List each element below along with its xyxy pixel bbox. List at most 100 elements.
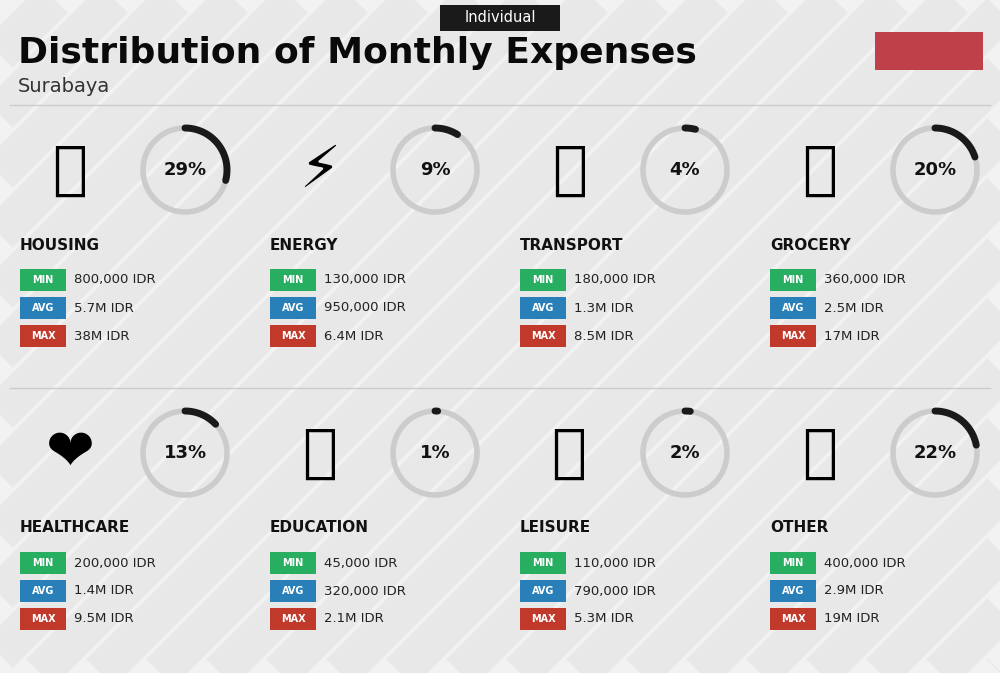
Text: 🎓: 🎓	[302, 425, 338, 481]
Text: 180,000 IDR: 180,000 IDR	[574, 273, 656, 287]
Text: 320,000 IDR: 320,000 IDR	[324, 584, 406, 598]
Text: 1%: 1%	[420, 444, 450, 462]
Text: 19M IDR: 19M IDR	[824, 612, 880, 625]
FancyBboxPatch shape	[20, 552, 66, 574]
Text: Surabaya: Surabaya	[18, 77, 110, 96]
Text: 5.3M IDR: 5.3M IDR	[574, 612, 634, 625]
FancyBboxPatch shape	[520, 297, 566, 319]
FancyBboxPatch shape	[20, 269, 66, 291]
FancyBboxPatch shape	[770, 325, 816, 347]
FancyBboxPatch shape	[520, 325, 566, 347]
Text: AVG: AVG	[32, 586, 54, 596]
FancyBboxPatch shape	[20, 608, 66, 630]
Text: AVG: AVG	[782, 586, 804, 596]
Text: MIN: MIN	[32, 558, 54, 568]
Text: OTHER: OTHER	[770, 520, 828, 536]
Text: ❤️: ❤️	[46, 425, 94, 481]
FancyBboxPatch shape	[270, 297, 316, 319]
Text: ⚡: ⚡	[300, 141, 340, 199]
Text: 🚌: 🚌	[552, 141, 588, 199]
Text: 5.7M IDR: 5.7M IDR	[74, 302, 134, 314]
Text: HOUSING: HOUSING	[20, 238, 100, 252]
Text: AVG: AVG	[532, 586, 554, 596]
Text: AVG: AVG	[782, 303, 804, 313]
Text: 8.5M IDR: 8.5M IDR	[574, 330, 634, 343]
Text: 38M IDR: 38M IDR	[74, 330, 130, 343]
Text: MAX: MAX	[31, 614, 55, 624]
Text: HEALTHCARE: HEALTHCARE	[20, 520, 130, 536]
Text: EDUCATION: EDUCATION	[270, 520, 369, 536]
Text: MAX: MAX	[531, 614, 555, 624]
Text: 2.5M IDR: 2.5M IDR	[824, 302, 884, 314]
Text: 1.3M IDR: 1.3M IDR	[574, 302, 634, 314]
Text: MAX: MAX	[781, 614, 805, 624]
FancyBboxPatch shape	[770, 580, 816, 602]
FancyBboxPatch shape	[770, 297, 816, 319]
FancyBboxPatch shape	[875, 32, 983, 70]
Text: 6.4M IDR: 6.4M IDR	[324, 330, 384, 343]
Text: AVG: AVG	[532, 303, 554, 313]
Text: MIN: MIN	[282, 275, 304, 285]
FancyBboxPatch shape	[270, 325, 316, 347]
Text: 20%: 20%	[913, 161, 957, 179]
Text: 17M IDR: 17M IDR	[824, 330, 880, 343]
FancyBboxPatch shape	[440, 5, 560, 31]
Text: 110,000 IDR: 110,000 IDR	[574, 557, 656, 569]
FancyBboxPatch shape	[770, 552, 816, 574]
Text: AVG: AVG	[282, 586, 304, 596]
Text: ENERGY: ENERGY	[270, 238, 338, 252]
FancyBboxPatch shape	[20, 580, 66, 602]
Text: MIN: MIN	[282, 558, 304, 568]
Text: 🏢: 🏢	[52, 141, 88, 199]
FancyBboxPatch shape	[770, 269, 816, 291]
Text: 2.9M IDR: 2.9M IDR	[824, 584, 884, 598]
Text: TRANSPORT: TRANSPORT	[520, 238, 624, 252]
Text: 9%: 9%	[420, 161, 450, 179]
Text: 2.1M IDR: 2.1M IDR	[324, 612, 384, 625]
Text: 2%: 2%	[670, 444, 700, 462]
Text: 400,000 IDR: 400,000 IDR	[824, 557, 906, 569]
Text: MIN: MIN	[32, 275, 54, 285]
Text: MAX: MAX	[281, 614, 305, 624]
Text: 800,000 IDR: 800,000 IDR	[74, 273, 156, 287]
Text: 🛍️: 🛍️	[552, 425, 588, 481]
FancyBboxPatch shape	[520, 269, 566, 291]
Text: 45,000 IDR: 45,000 IDR	[324, 557, 397, 569]
Text: MIN: MIN	[782, 558, 804, 568]
Text: MIN: MIN	[532, 558, 554, 568]
Text: 9.5M IDR: 9.5M IDR	[74, 612, 134, 625]
Text: MAX: MAX	[281, 331, 305, 341]
Text: AVG: AVG	[32, 303, 54, 313]
Text: AVG: AVG	[282, 303, 304, 313]
Text: 950,000 IDR: 950,000 IDR	[324, 302, 406, 314]
FancyBboxPatch shape	[270, 580, 316, 602]
Text: MAX: MAX	[31, 331, 55, 341]
FancyBboxPatch shape	[270, 269, 316, 291]
FancyBboxPatch shape	[270, 552, 316, 574]
Text: MAX: MAX	[781, 331, 805, 341]
Text: 1.4M IDR: 1.4M IDR	[74, 584, 134, 598]
Text: GROCERY: GROCERY	[770, 238, 851, 252]
Text: 🛒: 🛒	[802, 141, 838, 199]
Text: LEISURE: LEISURE	[520, 520, 591, 536]
FancyBboxPatch shape	[770, 608, 816, 630]
Text: 22%: 22%	[913, 444, 957, 462]
FancyBboxPatch shape	[270, 608, 316, 630]
FancyBboxPatch shape	[520, 552, 566, 574]
Text: 790,000 IDR: 790,000 IDR	[574, 584, 656, 598]
Text: 130,000 IDR: 130,000 IDR	[324, 273, 406, 287]
FancyBboxPatch shape	[520, 580, 566, 602]
Text: 200,000 IDR: 200,000 IDR	[74, 557, 156, 569]
Text: MAX: MAX	[531, 331, 555, 341]
Text: 29%: 29%	[163, 161, 207, 179]
Text: 4%: 4%	[670, 161, 700, 179]
FancyBboxPatch shape	[20, 297, 66, 319]
FancyBboxPatch shape	[520, 608, 566, 630]
Text: Distribution of Monthly Expenses: Distribution of Monthly Expenses	[18, 36, 697, 70]
Text: Individual: Individual	[464, 11, 536, 26]
Text: 13%: 13%	[163, 444, 207, 462]
Text: MIN: MIN	[532, 275, 554, 285]
FancyBboxPatch shape	[20, 325, 66, 347]
Text: MIN: MIN	[782, 275, 804, 285]
Text: 360,000 IDR: 360,000 IDR	[824, 273, 906, 287]
